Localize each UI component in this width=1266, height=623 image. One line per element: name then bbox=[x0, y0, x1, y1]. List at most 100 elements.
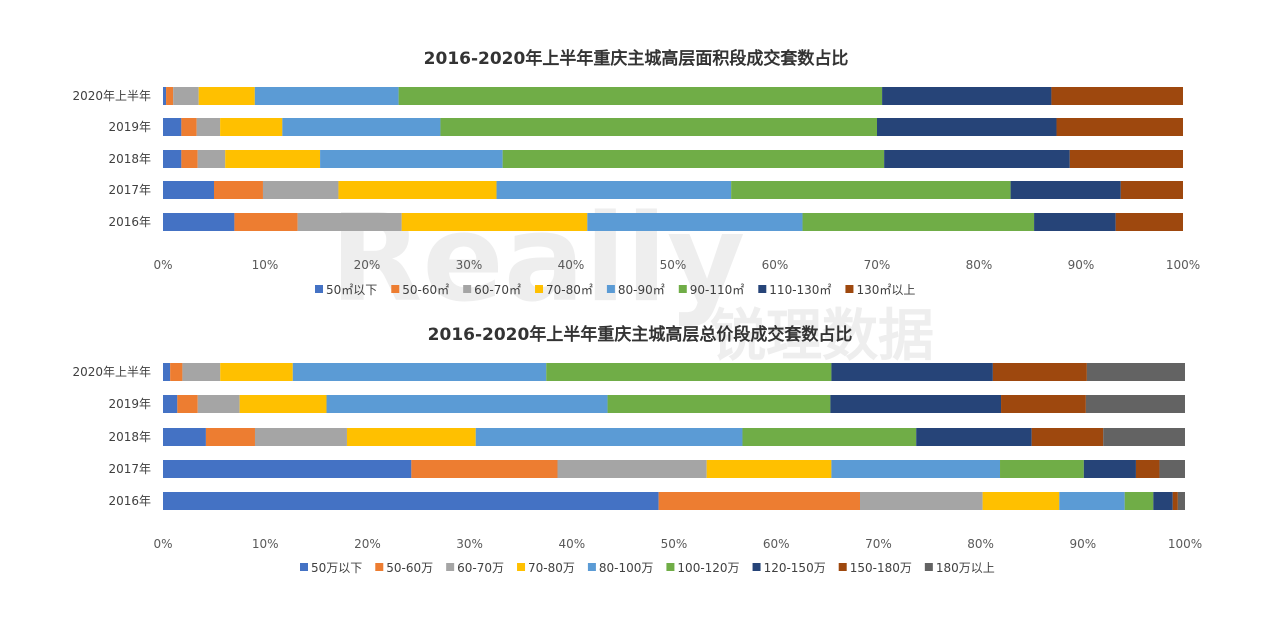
x-tick-label: 10% bbox=[252, 537, 279, 551]
legend-label: 180万以上 bbox=[936, 561, 995, 575]
bar-segment bbox=[239, 395, 327, 413]
legend-swatch bbox=[535, 285, 544, 293]
legend-label: 150-180万 bbox=[850, 561, 912, 575]
x-tick-label: 50% bbox=[661, 537, 688, 551]
bar-segment bbox=[884, 150, 1070, 168]
bar-segment bbox=[658, 492, 860, 510]
bar-segment bbox=[292, 363, 547, 381]
bar-segment bbox=[182, 363, 221, 381]
category-label: 2019年 bbox=[108, 397, 151, 411]
bar-segment bbox=[587, 213, 803, 231]
bar-segment bbox=[992, 363, 1087, 381]
x-tick-label: 0% bbox=[153, 258, 172, 272]
x-tick-label: 20% bbox=[354, 258, 381, 272]
bar-segment bbox=[198, 87, 255, 105]
bar-segment bbox=[401, 213, 588, 231]
legend: 50万以下 50-60万 60-70万 70-80万 80-100万 100-120万 12… bbox=[300, 561, 995, 575]
bar-segment bbox=[205, 428, 255, 446]
x-tick-label: 70% bbox=[864, 258, 891, 272]
bar-segment bbox=[802, 213, 1035, 231]
bar-segment bbox=[830, 395, 1002, 413]
bar-segment bbox=[546, 363, 832, 381]
x-tick-label: 10% bbox=[252, 258, 279, 272]
chart-title: 2016-2020年上半年重庆主城高层面积段成交套数占比 bbox=[424, 48, 849, 69]
bar-segment bbox=[502, 150, 885, 168]
x-tick-label: 70% bbox=[865, 537, 892, 551]
category-label: 2017年 bbox=[108, 462, 151, 476]
category-label: 2019年 bbox=[108, 120, 151, 134]
legend-swatch bbox=[758, 285, 767, 293]
legend-label: 50㎡以下 bbox=[326, 283, 377, 297]
legend-swatch bbox=[463, 285, 472, 293]
category-label: 2020年上半年 bbox=[72, 89, 151, 103]
bar-segment bbox=[1120, 181, 1183, 199]
bar-segment bbox=[163, 395, 178, 413]
bar-segment bbox=[214, 181, 263, 199]
bar-segment bbox=[181, 150, 198, 168]
legend-label: 60-70㎡ bbox=[474, 283, 521, 297]
x-tick-label: 80% bbox=[966, 258, 993, 272]
bar-segment bbox=[225, 150, 321, 168]
bar-segment bbox=[831, 460, 1001, 478]
legend-swatch bbox=[924, 563, 933, 571]
legend: 50㎡以下 50-60㎡ 60-70㎡ 70-80㎡ 80-90㎡ 90-110㎡ 110-… bbox=[315, 283, 915, 297]
bar-segment bbox=[163, 428, 206, 446]
bar-segment bbox=[982, 492, 1060, 510]
legend-swatch bbox=[587, 563, 596, 571]
bar-segment bbox=[163, 150, 182, 168]
bar-segment bbox=[254, 87, 399, 105]
bar-segment bbox=[1051, 87, 1183, 105]
x-tick-label: 20% bbox=[354, 537, 381, 551]
bar-segment bbox=[163, 87, 167, 105]
x-tick-label: 90% bbox=[1069, 537, 1096, 551]
category-label: 2018年 bbox=[108, 430, 151, 444]
bar-segment bbox=[1177, 492, 1185, 510]
x-tick-label: 60% bbox=[762, 258, 789, 272]
bar-segment bbox=[1159, 460, 1185, 478]
bar-segment bbox=[1135, 460, 1160, 478]
bar-segment bbox=[411, 460, 558, 478]
legend-swatch bbox=[606, 285, 615, 293]
bar-segment bbox=[177, 395, 198, 413]
bar-segment bbox=[197, 395, 240, 413]
chart-title: 2016-2020年上半年重庆主城高层总价段成交套数占比 bbox=[428, 324, 853, 345]
x-tick-label: 50% bbox=[660, 258, 687, 272]
bar-segment bbox=[196, 118, 221, 136]
bar-segment bbox=[1153, 492, 1173, 510]
category-label: 2016年 bbox=[108, 215, 151, 229]
legend-swatch bbox=[666, 563, 675, 571]
area-share-chart: 2016-2020年上半年重庆主城高层面积段成交套数占比 2020年上半年 2019… bbox=[72, 48, 1200, 297]
x-tick-label: 40% bbox=[558, 258, 585, 272]
legend-swatch bbox=[678, 285, 687, 293]
legend-swatch bbox=[446, 563, 455, 571]
bar-segment bbox=[220, 363, 293, 381]
legend-swatch bbox=[845, 285, 854, 293]
bar-segment bbox=[916, 428, 1032, 446]
category-label: 2017年 bbox=[108, 183, 151, 197]
bar-segment bbox=[1059, 492, 1125, 510]
bar-segment bbox=[398, 87, 883, 105]
bar-segment bbox=[1034, 213, 1116, 231]
x-tick-label: 100% bbox=[1168, 537, 1202, 551]
legend-swatch bbox=[838, 563, 847, 571]
bar-segment bbox=[831, 363, 993, 381]
legend-label: 50-60万 bbox=[386, 561, 433, 575]
legend-label: 120-150万 bbox=[764, 561, 826, 575]
bar-segment bbox=[181, 118, 197, 136]
bar-segment bbox=[338, 181, 497, 199]
x-tick-label: 100% bbox=[1166, 258, 1200, 272]
bar-segment bbox=[163, 460, 412, 478]
bar-segment bbox=[1085, 395, 1185, 413]
bar-segment bbox=[1056, 118, 1183, 136]
bar-segment bbox=[1001, 395, 1086, 413]
watermark-cn: 锐理数据 bbox=[710, 304, 934, 369]
legend-label: 50万以下 bbox=[311, 561, 362, 575]
x-tick-label: 80% bbox=[967, 537, 994, 551]
bar-segment bbox=[326, 395, 608, 413]
legend-label: 70-80㎡ bbox=[546, 283, 593, 297]
bar-segment bbox=[1103, 428, 1185, 446]
bar-segment bbox=[860, 492, 983, 510]
x-tick-label: 30% bbox=[456, 258, 483, 272]
legend-label: 130㎡以上 bbox=[856, 283, 915, 297]
legend-label: 110-130㎡ bbox=[769, 283, 831, 297]
